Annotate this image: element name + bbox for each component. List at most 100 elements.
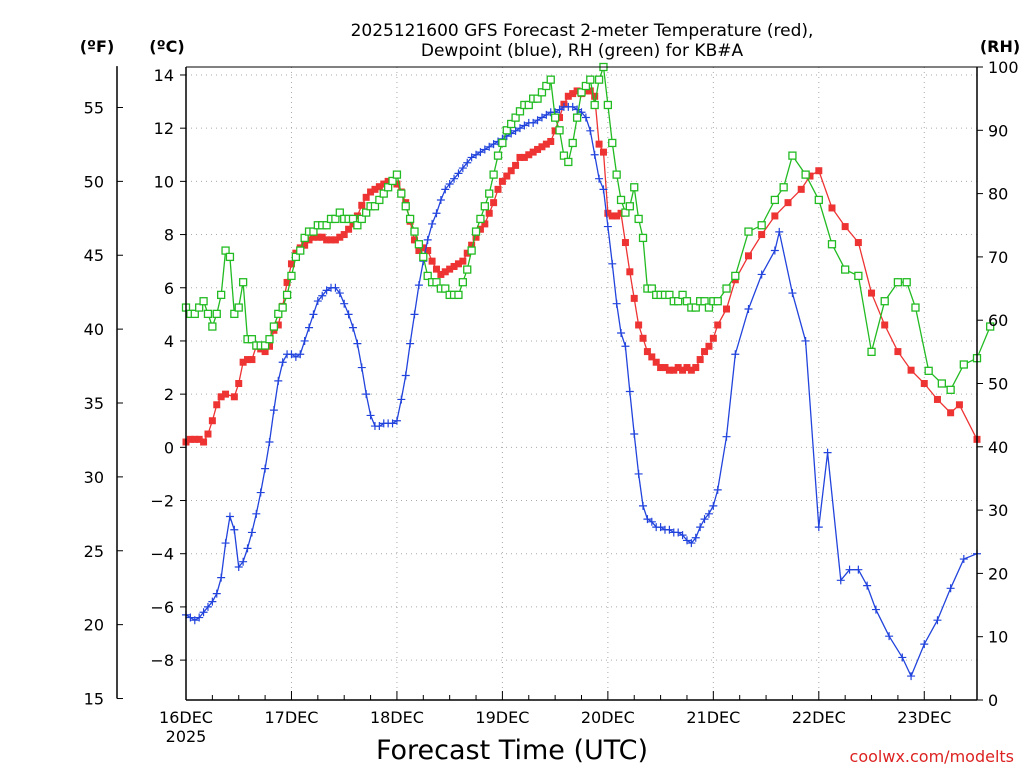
temperature-point	[604, 209, 612, 217]
dewpoint-point	[305, 323, 314, 332]
rh-point	[770, 195, 780, 205]
dewpoint-point	[362, 390, 371, 399]
rh-point	[700, 297, 709, 306]
rh-point	[353, 221, 362, 230]
temperature-point	[235, 380, 243, 387]
rh-point	[924, 366, 933, 375]
temperature-point	[828, 204, 836, 212]
temperature-point	[701, 348, 709, 356]
watermark: coolwx.com/modelts	[850, 747, 1014, 766]
chart-title: 2025121600 GFS Forecast 2-meter Temperat…	[351, 21, 814, 61]
rh-point	[392, 170, 402, 179]
temperature-point	[432, 265, 440, 273]
dewpoint-point	[634, 469, 643, 478]
dewpoint-point	[665, 525, 674, 534]
rh-point	[498, 138, 507, 148]
dewpoint-point	[348, 323, 357, 332]
temperature-point	[261, 348, 269, 356]
rh-point	[348, 214, 358, 224]
dewpoint-point	[313, 297, 322, 306]
rh-point	[581, 81, 591, 91]
tick-label-f: 45	[84, 246, 104, 265]
tick-label-f: 40	[84, 320, 104, 339]
temperature-point	[265, 342, 273, 350]
dewpoint-point	[946, 584, 955, 593]
dewpoint-point	[871, 605, 880, 614]
rh-point	[291, 252, 301, 262]
temperature-point	[340, 231, 348, 239]
temperature-point	[200, 438, 208, 446]
tick-label-x: 19DEC	[475, 708, 529, 727]
rh-point	[454, 290, 463, 300]
rh-point	[410, 227, 419, 236]
rh-point	[559, 151, 569, 160]
tick-label-x: 17DEC	[264, 708, 318, 727]
dewpoint-point	[898, 653, 907, 662]
tick-label-f: 55	[84, 98, 104, 117]
temperature-point	[621, 239, 629, 247]
dewpoint-point	[388, 419, 397, 428]
tick-label-x: 18DEC	[370, 708, 424, 727]
dewpoint-point	[788, 289, 797, 298]
rh-point	[432, 278, 441, 287]
rh-point	[300, 233, 309, 243]
dewpoint-point	[472, 150, 481, 159]
dewpoint-point	[700, 515, 709, 524]
dewpoint-point	[397, 395, 406, 404]
temperature-point	[283, 278, 291, 286]
rh-point	[616, 195, 626, 205]
rh-point	[458, 278, 468, 287]
tick-label-x: 23DEC	[897, 708, 951, 727]
rh-point	[902, 278, 911, 287]
temperature-point	[213, 401, 221, 409]
temperature-point	[512, 161, 520, 169]
temperature-point	[314, 233, 322, 241]
temperature-point	[933, 395, 941, 403]
dewpoint-point	[529, 118, 538, 127]
temperature-point	[468, 241, 476, 249]
dewpoint-point	[656, 523, 665, 532]
rh-point	[572, 113, 582, 122]
tick-label-c: 8	[164, 226, 174, 245]
temperature-point	[868, 289, 876, 297]
rh-point	[722, 284, 731, 293]
rh-point	[674, 297, 683, 306]
rh-unit-label: (RH)	[980, 37, 1020, 56]
dewpoint-point	[621, 342, 630, 351]
temperature-point	[507, 167, 515, 175]
temperature-point	[657, 364, 665, 372]
chart-title-line1: 2025121600 GFS Forecast 2-meter Temperat…	[351, 21, 814, 41]
tick-label-f: 20	[84, 616, 104, 635]
tick-label-c: −2	[150, 492, 174, 511]
temperature-point	[367, 188, 375, 196]
series-layer	[181, 62, 995, 681]
rh-point	[937, 379, 946, 388]
temperature-point	[582, 87, 590, 95]
temperature-point	[323, 236, 331, 244]
tick-label-x: 22DEC	[792, 708, 846, 727]
temperature-point	[679, 366, 687, 374]
rh-point	[586, 75, 595, 84]
rh-point	[854, 271, 863, 281]
rh-point	[682, 297, 692, 306]
temperature-point	[186, 435, 194, 443]
rh-point	[471, 227, 481, 236]
dewpoint-point	[713, 485, 722, 494]
dewpoint-point	[436, 195, 445, 204]
temperature-point	[955, 401, 963, 409]
tick-label-f: 15	[84, 690, 104, 709]
rh-point	[383, 183, 393, 192]
dewpoint-point	[608, 259, 617, 268]
dewpoint-point	[414, 281, 423, 290]
dewpoint-point	[199, 608, 208, 617]
temperature-point	[309, 233, 317, 241]
dewpoint-point	[454, 169, 463, 178]
rh-point	[634, 214, 643, 224]
tick-label-rh: 50	[988, 375, 1008, 394]
tick-label-c: −6	[150, 598, 174, 617]
dewpoint-point	[225, 512, 234, 521]
dewpoint-point	[234, 563, 243, 572]
dewpoint-point	[704, 509, 713, 518]
tick-label-rh: 20	[988, 564, 1008, 583]
tick-label-f: 25	[84, 542, 104, 561]
